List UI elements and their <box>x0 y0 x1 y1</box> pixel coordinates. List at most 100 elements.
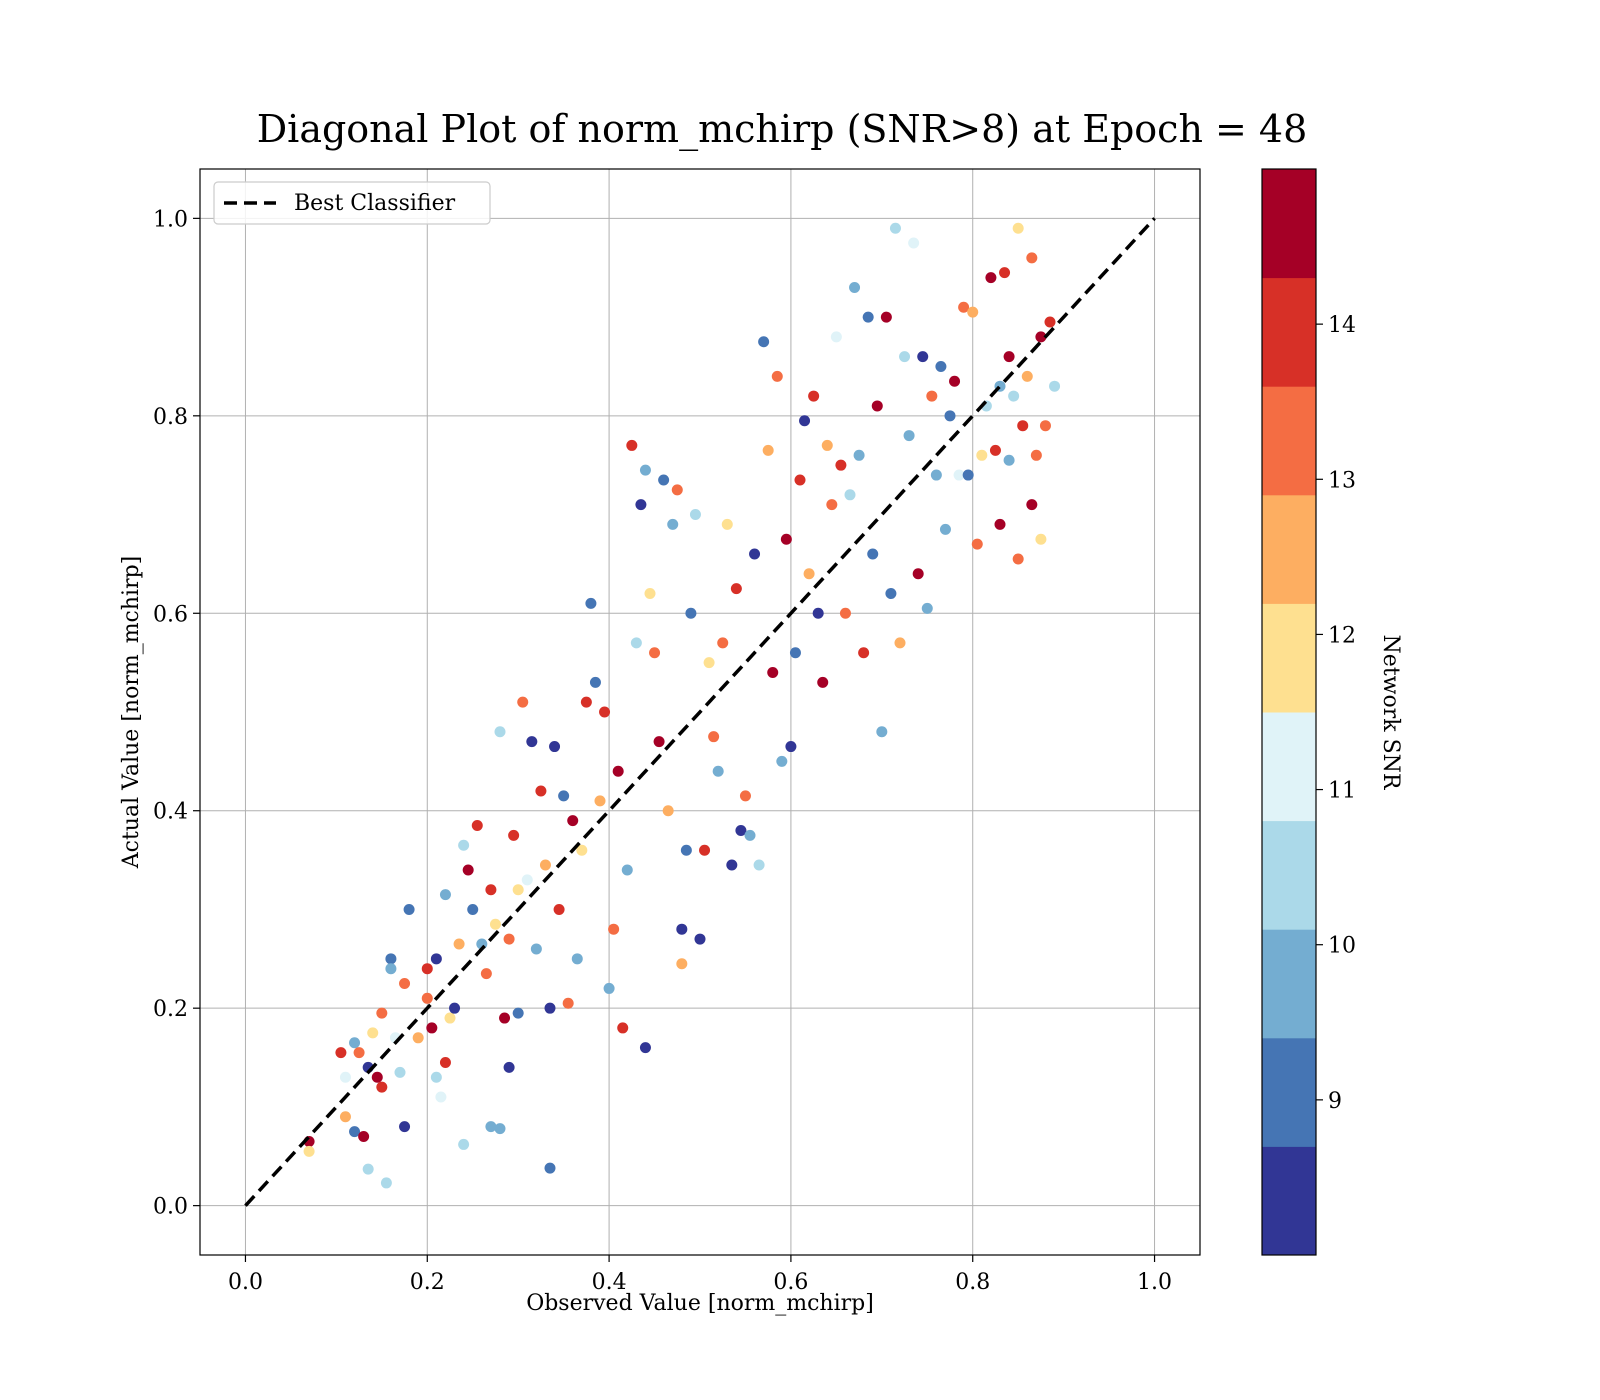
scatter-point <box>953 469 965 481</box>
scatter-point <box>771 370 783 382</box>
scatter-point <box>862 311 874 323</box>
scatter-point <box>612 765 624 777</box>
colorbar-segment <box>1262 712 1316 822</box>
scatter-point <box>635 499 647 511</box>
legend: Best Classifier <box>213 181 491 225</box>
scatter-point <box>1039 420 1051 432</box>
scatter-point <box>971 538 983 550</box>
scatter-point <box>689 509 701 521</box>
scatter-point <box>749 548 761 560</box>
scatter-point <box>1026 499 1038 511</box>
chart-title: Diagonal Plot of norm_mchirp (SNR>8) at … <box>257 107 1308 152</box>
scatter-point <box>521 874 533 886</box>
colorbar-segment <box>1262 603 1316 713</box>
scatter-point <box>530 943 542 955</box>
x-tick-label: 1.0 <box>1137 1270 1172 1295</box>
scatter-point <box>680 844 692 856</box>
scatter-point <box>467 903 479 915</box>
scatter-point <box>994 518 1006 530</box>
scatter-point <box>903 430 915 442</box>
scatter-point <box>899 351 911 363</box>
colorbar-segment <box>1262 1146 1316 1256</box>
colorbar-tick-label: 12 <box>1328 623 1356 648</box>
scatter-point <box>826 499 838 511</box>
scatter-point <box>780 533 792 545</box>
colorbar-segment <box>1262 1037 1316 1147</box>
scatter-point <box>449 1002 461 1014</box>
scatter-point <box>1012 553 1024 565</box>
scatter-point <box>503 1061 515 1073</box>
scatter-point <box>494 726 506 738</box>
scatter-point <box>367 1027 379 1039</box>
scatter-point <box>371 1071 383 1083</box>
scatter-point <box>335 1047 347 1059</box>
scatter-point <box>912 568 924 580</box>
scatter-point <box>676 958 688 970</box>
scatter-point <box>658 474 670 486</box>
scatter-point <box>471 820 483 832</box>
scatter-point <box>499 1012 511 1024</box>
scatter-point <box>894 637 906 649</box>
scatter-point <box>921 602 933 614</box>
scatter-point <box>985 272 997 284</box>
scatter-point <box>939 523 951 535</box>
scatter-point <box>639 464 651 476</box>
scatter-point <box>676 923 688 935</box>
scatter-point <box>544 1002 556 1014</box>
colorbar-label: Network SNR <box>1378 635 1403 791</box>
colorbar-segment <box>1262 820 1316 930</box>
colorbar-segment <box>1262 494 1316 604</box>
scatter-point <box>626 439 638 451</box>
colorbar-tick-label: 13 <box>1328 468 1356 493</box>
colorbar-tick-label: 9 <box>1328 1089 1342 1114</box>
scatter-point <box>812 607 824 619</box>
scatter-point <box>562 997 574 1009</box>
y-tick-label: 0.6 <box>153 602 188 627</box>
scatter-point <box>776 755 788 767</box>
scatter-point <box>667 518 679 530</box>
scatter-point <box>739 790 751 802</box>
scatter-point <box>889 222 901 234</box>
scatter-point <box>599 706 611 718</box>
colorbar-frame <box>1261 168 1317 1256</box>
scatter-point <box>630 637 642 649</box>
scatter-point <box>817 676 829 688</box>
colorbar-segment <box>1262 386 1316 496</box>
scatter-point <box>717 637 729 649</box>
scatter-point <box>485 884 497 896</box>
scatter-point <box>512 884 524 896</box>
y-axis-ticks: 0.0 0.2 0.4 0.6 0.8 1.0 <box>153 207 200 1220</box>
scatter-point <box>399 978 411 989</box>
scatter-point <box>439 1056 451 1068</box>
scatter-point <box>544 1162 556 1174</box>
scatter-point <box>871 400 883 412</box>
scatter-point <box>958 301 970 313</box>
scatter-point <box>376 1081 388 1093</box>
scatter-point <box>653 736 665 748</box>
colorbar: 9 10 11 12 13 14 <box>1261 168 1356 1256</box>
scatter-point <box>535 785 547 797</box>
scatter-point <box>844 489 856 501</box>
scatter-point <box>603 982 615 994</box>
scatter-point <box>671 484 683 496</box>
scatter-point <box>489 918 501 930</box>
scatter-point <box>799 415 811 427</box>
scatter-point <box>508 829 520 841</box>
scatter-point <box>726 859 738 871</box>
scatter-point <box>426 1022 438 1034</box>
colorbar-segment <box>1262 169 1316 279</box>
scatter-point <box>803 568 815 580</box>
x-tick-label: 0.8 <box>955 1270 990 1295</box>
scatter-point <box>858 647 870 659</box>
scatter-point <box>1003 454 1015 466</box>
scatter-point <box>821 439 833 451</box>
scatter-point <box>885 588 897 600</box>
plot-area: 0.0 0.2 0.4 0.6 0.8 1.0 0.0 0.2 0.4 0.6 0.8 1.0 <box>153 168 1201 1295</box>
scatter-point <box>303 1145 315 1157</box>
scatter-point <box>380 1177 392 1189</box>
scatter-point <box>553 903 565 915</box>
scatter-point <box>358 1131 370 1143</box>
scatter-point <box>949 375 961 387</box>
scatter-point <box>403 903 415 915</box>
scatter-point <box>339 1111 351 1123</box>
